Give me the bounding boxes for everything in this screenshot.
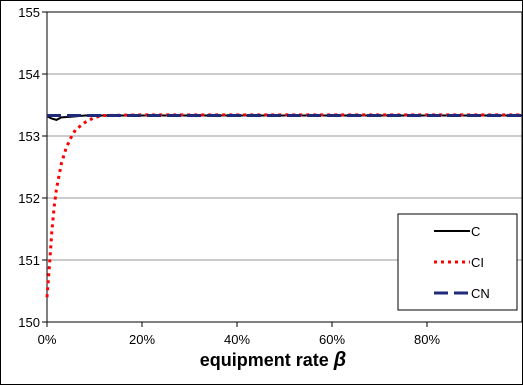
x-axis-label-text: equipment rate xyxy=(200,350,334,370)
plot-area xyxy=(46,11,523,323)
x-tick-label: 80% xyxy=(414,332,440,347)
legend-label-cn: CN xyxy=(471,286,490,301)
y-tick-label: 155 xyxy=(18,5,40,20)
y-tick-label: 153 xyxy=(18,129,40,144)
x-tick-label: 0% xyxy=(38,332,57,347)
x-axis-ticks: 0% 20% 40% 60% 80% xyxy=(38,322,440,347)
legend-label-ci: CI xyxy=(471,255,484,270)
x-axis-label: equipment rate β xyxy=(200,349,346,371)
legend-label-c: C xyxy=(471,224,480,239)
x-tick-label: 40% xyxy=(224,332,250,347)
series-lines xyxy=(45,113,522,298)
y-tick-label: 150 xyxy=(18,315,40,330)
x-tick-label: 60% xyxy=(319,332,345,347)
y-axis-ticks: 150 151 152 153 154 155 xyxy=(18,5,47,330)
x-tick-label: 20% xyxy=(129,332,155,347)
y-tick-label: 152 xyxy=(18,191,40,206)
y-tick-label: 151 xyxy=(18,253,40,268)
x-axis-label-symbol: β xyxy=(333,349,346,371)
y-tick-label: 154 xyxy=(18,67,40,82)
legend: C CI CN xyxy=(397,213,518,311)
